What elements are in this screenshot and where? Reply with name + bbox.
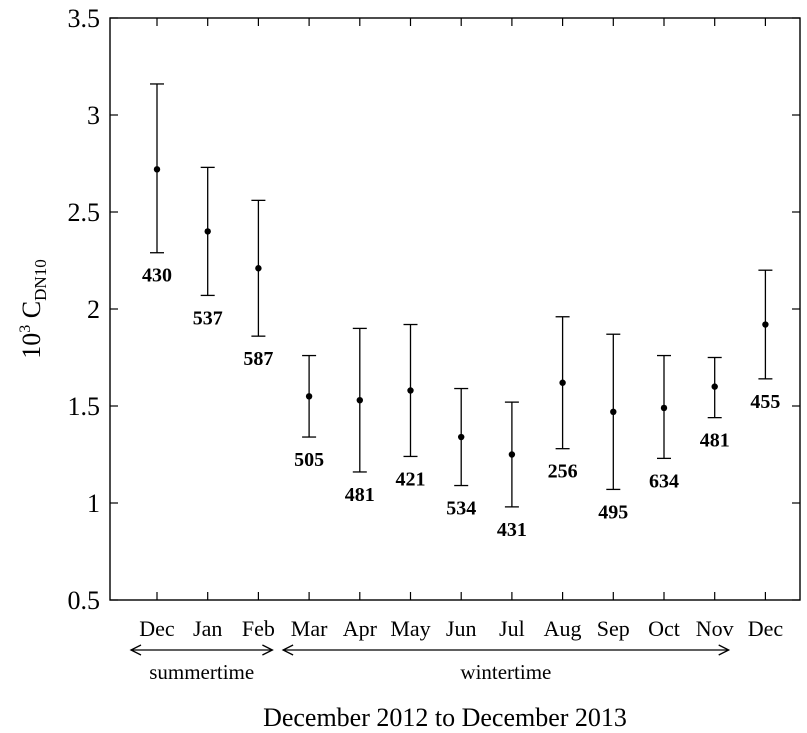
x-tick-label: Dec (748, 616, 784, 641)
y-tick-label: 2 (87, 295, 100, 324)
x-tick-label: Oct (648, 616, 680, 641)
y-axis: 0.5 1 1.5 2 2.5 3 3.5 (68, 4, 800, 615)
period-annotations: summertime wintertime (129, 644, 731, 684)
mean-point (660, 404, 668, 412)
y-axis-title-main: C (17, 301, 46, 325)
x-tick-label: Mar (291, 616, 328, 641)
mean-point (305, 393, 313, 400)
period-arrow-head-right (262, 644, 274, 656)
x-tick-label: Jan (193, 616, 222, 641)
x-axis-labels: Dec Jan Feb Mar Apr May Jun Jul Aug Sep Oct Nov Dec (139, 18, 783, 641)
mean-point (559, 379, 566, 386)
sample-count-label: 421 (396, 468, 426, 490)
period-label: summertime (149, 660, 254, 684)
sample-count-label: 587 (243, 348, 273, 370)
x-tick-label: Dec (139, 616, 175, 641)
y-tick-label: 1 (87, 489, 100, 518)
sample-count-label: 495 (598, 501, 628, 523)
mean-point (458, 433, 465, 441)
period-arrow-head-left (281, 644, 294, 656)
mean-point (255, 265, 262, 272)
mean-point (711, 383, 718, 390)
y-tick-label: 3 (87, 101, 100, 130)
x-tick-label: May (390, 616, 430, 641)
x-tick-label: Jun (446, 616, 477, 641)
sample-count-label: 430 (142, 265, 172, 287)
sample-count-label: 534 (446, 498, 476, 520)
sample-count-label: 455 (750, 391, 780, 413)
mean-point (407, 387, 414, 394)
y-tick-label: 3.5 (68, 4, 101, 33)
y-axis-title-superscript: 3 (17, 325, 34, 333)
x-tick-label: Aug (544, 616, 582, 641)
mean-point (153, 166, 161, 173)
x-tick-label: Nov (696, 616, 734, 641)
sample-count-label: 537 (193, 307, 223, 329)
sample-count-label: 634 (649, 470, 679, 492)
y-tick-label: 2.5 (68, 198, 101, 227)
sample-count-label: 431 (497, 519, 527, 541)
x-tick-label: Sep (597, 616, 630, 641)
mean-point (610, 408, 617, 416)
mean-point (762, 321, 769, 328)
y-axis-title-subscript: DN10 (31, 259, 50, 301)
x-tick-label: Apr (343, 616, 378, 641)
x-tick-label: Feb (242, 616, 275, 641)
mean-point (204, 228, 211, 235)
y-axis-title-prefix: 10 (17, 333, 46, 359)
sample-count-label: 481 (700, 430, 730, 452)
period-arrow-head-left (129, 644, 142, 656)
sample-count-label: 481 (345, 484, 375, 506)
y-axis-title: 103 CDN10 (17, 259, 50, 358)
x-axis-title: December 2012 to December 2013 (263, 703, 627, 732)
sample-count-label: 505 (294, 449, 324, 471)
y-tick-label: 0.5 (68, 586, 101, 615)
y-tick-label: 1.5 (68, 392, 101, 421)
period-label: wintertime (460, 660, 551, 684)
data-marks: 430 537 587 505 481 421 534 431 256 495 634 481 455 (142, 83, 780, 541)
mean-point (356, 396, 363, 404)
mean-point (508, 451, 516, 458)
sample-count-label: 256 (548, 461, 578, 483)
x-tick-label: Jul (499, 616, 525, 641)
period-arrow-head-right (718, 644, 731, 656)
